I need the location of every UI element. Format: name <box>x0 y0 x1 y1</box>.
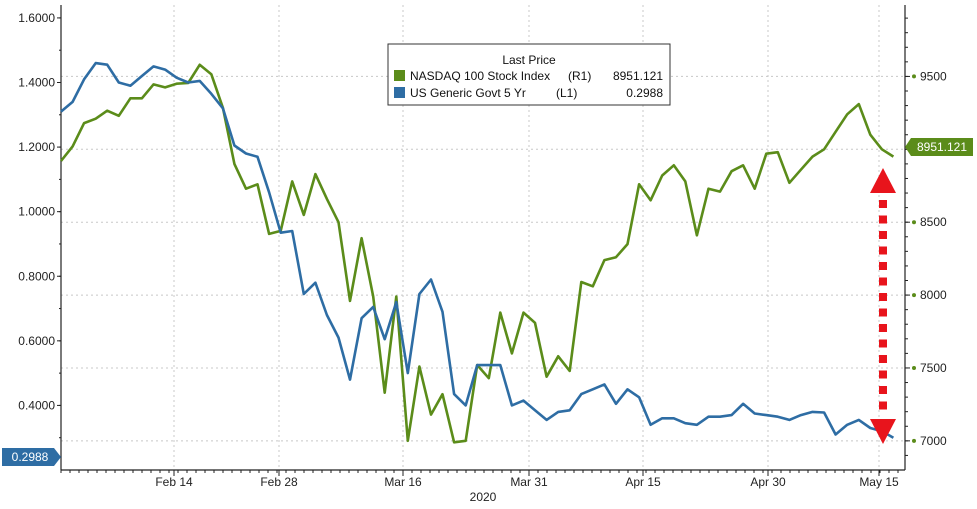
x-tick-label: Feb 28 <box>260 475 298 489</box>
left-last-value-pointer <box>2 448 61 466</box>
arrow-dot <box>879 401 887 410</box>
series-line-nasdaq <box>59 63 895 444</box>
left-tick-label: 1.6000 <box>18 11 55 25</box>
legend-value-nasdaq: 8951.121 <box>613 69 663 83</box>
x-tick-label: Apr 15 <box>625 475 661 489</box>
legend-axis-nasdaq: (R1) <box>568 69 591 83</box>
left-tick-label: 0.8000 <box>18 269 55 283</box>
x-axis-ticks: Feb 14 Feb 28 Mar 16 Mar 31 Apr 15 Apr 30 May … <box>60 470 899 489</box>
arrow-dot <box>879 215 887 224</box>
right-tick-dot <box>912 74 916 79</box>
x-tick-label: Mar 31 <box>510 475 548 489</box>
legend-axis-us5y: (L1) <box>556 86 577 100</box>
right-last-value-text: 8951.121 <box>917 140 967 154</box>
legend-label-nasdaq: NASDAQ 100 Stock Index <box>410 69 550 83</box>
legend-value-us5y: 0.2988 <box>626 86 663 100</box>
arrow-dot <box>879 277 887 286</box>
legend: Last Price NASDAQ 100 Stock Index (R1) 8… <box>387 43 671 106</box>
right-tick-dot <box>912 220 916 225</box>
arrow-dot <box>879 339 887 348</box>
right-tick-dot <box>912 438 916 443</box>
arrow-dots <box>879 200 887 410</box>
left-tick-label: 1.0000 <box>18 205 55 219</box>
left-tick-label: 1.4000 <box>18 76 55 90</box>
arrow-dot <box>879 231 887 239</box>
arrow-head-up <box>870 168 896 193</box>
right-tick-label: 7500 <box>920 361 947 375</box>
arrow-dot <box>879 355 887 363</box>
x-axis-label: 2020 <box>470 490 497 504</box>
arrow-head-down <box>870 419 896 444</box>
left-axis-ticks: 1.6000 1.4000 1.2000 1.0000 0.8000 0.6000 0.40… <box>18 11 61 439</box>
left-tick-label: 1.2000 <box>18 140 55 154</box>
x-tick-label: Mar 16 <box>384 475 422 489</box>
series-layer <box>59 61 895 444</box>
legend-swatch-nasdaq <box>394 70 405 81</box>
left-tick-label: 0.6000 <box>18 334 55 348</box>
arrow-dot <box>879 262 887 270</box>
series-line-us5y <box>60 61 895 439</box>
left-last-value-label: 0.2988 <box>2 448 61 466</box>
legend-box <box>387 43 671 106</box>
arrow-dot <box>879 324 887 332</box>
right-tick-label: 8000 <box>920 288 947 302</box>
right-tick-dot <box>912 293 916 298</box>
left-tick-label: 0.4000 <box>18 398 55 412</box>
arrow-dot <box>879 200 887 208</box>
left-last-value-text: 0.2988 <box>12 450 49 464</box>
right-tick-dot <box>912 365 916 370</box>
arrow-dot <box>879 308 887 317</box>
right-axis-ticks: 950090008500800075007000 <box>905 17 947 456</box>
right-last-value-pointer <box>905 138 973 156</box>
red-dotted-double-arrow <box>870 168 896 444</box>
right-tick-label: 8500 <box>920 215 947 229</box>
x-tick-label: Apr 30 <box>750 475 786 489</box>
arrow-dot <box>879 293 887 301</box>
legend-title: Last Price <box>502 53 556 67</box>
x-tick-label: Feb 14 <box>155 475 193 489</box>
right-tick-label: 7000 <box>920 434 947 448</box>
arrow-dot <box>879 370 887 379</box>
legend-label-us5y: US Generic Govt 5 Yr <box>410 86 526 100</box>
x-tick-label: May 15 <box>859 475 899 489</box>
right-tick-label: 9500 <box>920 69 947 83</box>
arrow-dot <box>879 386 887 394</box>
legend-swatch-us5y <box>394 87 405 98</box>
arrow-dot <box>879 246 887 255</box>
right-last-value-label: 8951.121 <box>905 138 973 156</box>
